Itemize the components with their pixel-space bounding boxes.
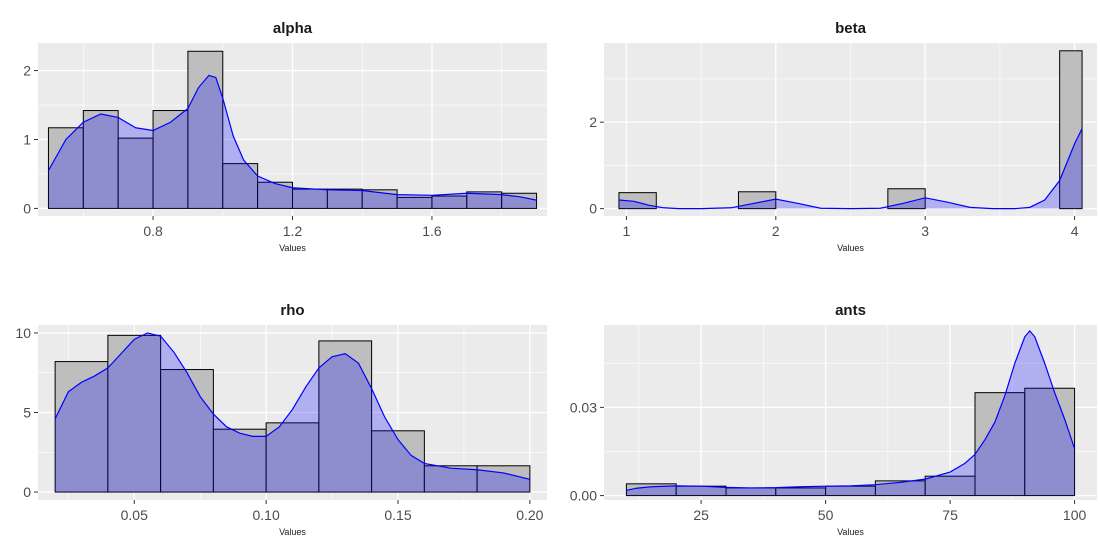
x-tick-label: 0.8: [143, 223, 163, 239]
y-tick-label: 0: [23, 484, 31, 500]
panel-ants: ants 25 50 75 100 0.00 0.03 Values: [570, 302, 1097, 537]
histogram-bar: [476, 465, 531, 493]
histogram-bar: [222, 163, 259, 209]
x-tick-label: 1.6: [422, 223, 442, 239]
panel-title: rho: [280, 302, 304, 319]
panel-title: alpha: [273, 20, 313, 37]
panel-title: ants: [835, 302, 866, 319]
y-tick-label: 0: [589, 201, 597, 217]
panel-rho: rho 0.05 0.10 0.15 0.20 0 5 10 Values: [15, 302, 547, 537]
histogram-bar: [160, 369, 214, 493]
y-tick-label: 5: [23, 405, 31, 421]
histogram-bar: [371, 430, 425, 493]
x-tick-label: 25: [693, 507, 709, 523]
density-line: [626, 329, 1076, 491]
x-tick-label: 100: [1063, 507, 1087, 523]
histogram-bar: [1024, 387, 1076, 497]
x-tick-label: 2: [772, 223, 780, 239]
density-line: [47, 74, 537, 201]
density-area: [55, 332, 530, 493]
histogram-bar: [187, 50, 224, 209]
x-tick-label: 0.20: [516, 507, 543, 523]
y-tick-label: 1: [23, 131, 31, 147]
histogram-bar: [54, 361, 109, 493]
x-tick-label: 1.2: [283, 223, 303, 239]
density-line: [618, 128, 1083, 210]
panel-title: beta: [835, 20, 867, 37]
y-tick-label: 2: [589, 114, 597, 130]
x-tick-label: 0.10: [253, 507, 280, 523]
x-tick-label: 0.05: [121, 507, 148, 523]
histogram-bar: [47, 127, 84, 209]
x-axis-label: Values: [837, 527, 864, 537]
histogram-bar: [152, 110, 189, 209]
density-area: [48, 75, 537, 209]
density-line: [54, 332, 531, 480]
x-tick-label: 50: [818, 507, 834, 523]
histogram-bar: [423, 465, 478, 493]
x-tick-label: 4: [1071, 223, 1079, 239]
x-tick-label: 75: [942, 507, 958, 523]
y-tick-label: 0.03: [570, 399, 597, 415]
y-tick-label: 0: [23, 200, 31, 216]
x-axis-label: Values: [279, 243, 306, 253]
panel-alpha: alpha 0.8 1.2 1.6 0 1 2 Values: [23, 20, 547, 253]
histogram-bar: [318, 340, 373, 493]
x-tick-label: 0.15: [384, 507, 411, 523]
density-area: [626, 330, 1075, 496]
y-tick-label: 2: [23, 63, 31, 79]
x-tick-label: 1: [623, 223, 631, 239]
panel-beta: beta 1 2 3 4 0 2 Values: [589, 20, 1097, 253]
x-axis-label: Values: [837, 243, 864, 253]
histogram-bar: [887, 188, 926, 210]
x-axis-label: Values: [279, 527, 306, 537]
y-tick-label: 10: [15, 325, 31, 341]
histogram-bar: [501, 192, 538, 209]
y-tick-label: 0.00: [570, 488, 597, 504]
histogram-bar: [117, 137, 154, 209]
x-tick-label: 3: [921, 223, 929, 239]
